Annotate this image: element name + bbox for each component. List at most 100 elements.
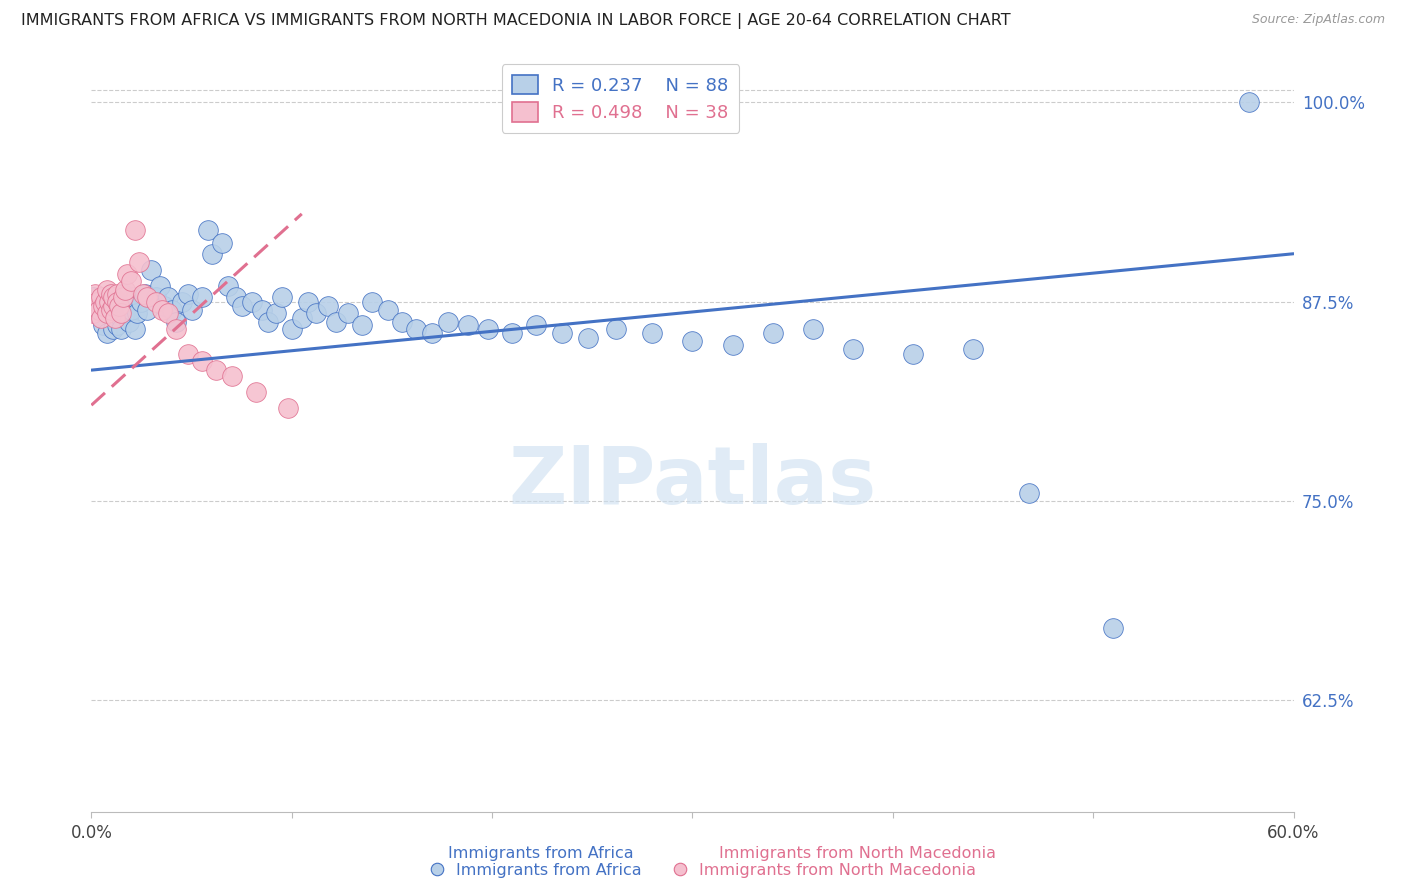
Point bbox=[277, 401, 299, 416]
Point bbox=[377, 302, 399, 317]
Point bbox=[94, 294, 117, 309]
Point bbox=[98, 294, 121, 309]
Point bbox=[114, 284, 136, 298]
Text: IMMIGRANTS FROM AFRICA VS IMMIGRANTS FROM NORTH MACEDONIA IN LABOR FORCE | AGE 2: IMMIGRANTS FROM AFRICA VS IMMIGRANTS FRO… bbox=[21, 13, 1011, 29]
Point bbox=[103, 290, 125, 304]
Point bbox=[141, 262, 163, 277]
Point bbox=[104, 310, 127, 325]
Point bbox=[245, 385, 267, 400]
Point bbox=[148, 278, 170, 293]
Point bbox=[107, 294, 129, 309]
Point bbox=[124, 321, 146, 335]
Text: Immigrants from Africa: Immigrants from Africa bbox=[449, 846, 634, 861]
Point bbox=[762, 326, 785, 341]
Point bbox=[231, 299, 253, 313]
Point bbox=[145, 290, 167, 304]
Point bbox=[90, 290, 112, 304]
Point bbox=[121, 302, 143, 317]
Point bbox=[107, 302, 129, 317]
Point bbox=[108, 299, 131, 313]
Point bbox=[297, 294, 319, 309]
Point bbox=[336, 306, 359, 320]
Point bbox=[96, 284, 118, 298]
Point bbox=[681, 334, 703, 349]
Point bbox=[94, 290, 117, 304]
Point bbox=[98, 294, 121, 309]
Point bbox=[240, 294, 263, 309]
Point bbox=[165, 321, 187, 335]
Point bbox=[96, 306, 118, 320]
Point bbox=[84, 286, 107, 301]
Point bbox=[84, 302, 107, 317]
Point bbox=[136, 302, 159, 317]
Point bbox=[501, 326, 523, 341]
Point bbox=[176, 347, 198, 361]
Point bbox=[134, 286, 156, 301]
Legend: Immigrants from Africa, Immigrants from North Macedonia: Immigrants from Africa, Immigrants from … bbox=[423, 856, 983, 884]
Point bbox=[305, 306, 328, 320]
Text: Immigrants from North Macedonia: Immigrants from North Macedonia bbox=[718, 846, 997, 861]
Point bbox=[160, 302, 183, 317]
Point bbox=[391, 315, 413, 329]
Point bbox=[190, 290, 212, 304]
Point bbox=[360, 294, 382, 309]
Point bbox=[94, 302, 117, 317]
Point bbox=[104, 310, 127, 325]
Point bbox=[132, 286, 155, 301]
Point bbox=[437, 315, 460, 329]
Point bbox=[170, 294, 193, 309]
Point bbox=[145, 294, 167, 309]
Point bbox=[1018, 486, 1040, 500]
Point bbox=[801, 321, 824, 335]
Point bbox=[107, 318, 129, 333]
Point bbox=[477, 321, 499, 335]
Point bbox=[211, 235, 233, 250]
Point bbox=[551, 326, 574, 341]
Point bbox=[901, 347, 924, 361]
Point bbox=[250, 302, 273, 317]
Point bbox=[100, 286, 122, 301]
Point bbox=[110, 310, 132, 325]
Point bbox=[82, 290, 104, 304]
Point bbox=[136, 290, 159, 304]
Point bbox=[420, 326, 443, 341]
Point bbox=[86, 294, 108, 309]
Point bbox=[93, 299, 115, 313]
Point bbox=[225, 290, 247, 304]
Point bbox=[325, 315, 347, 329]
Point bbox=[152, 299, 174, 313]
Point bbox=[104, 293, 127, 307]
Point bbox=[114, 306, 136, 320]
Point bbox=[112, 286, 135, 301]
Point bbox=[201, 246, 224, 260]
Point bbox=[131, 294, 153, 309]
Point bbox=[197, 223, 219, 237]
Point bbox=[127, 306, 149, 320]
Point bbox=[281, 321, 304, 335]
Point bbox=[576, 331, 599, 345]
Point bbox=[176, 286, 198, 301]
Point bbox=[204, 363, 226, 377]
Point bbox=[89, 302, 111, 317]
Point bbox=[457, 318, 479, 333]
Point bbox=[721, 337, 744, 351]
Point bbox=[1102, 621, 1125, 635]
Point bbox=[524, 318, 547, 333]
Point bbox=[264, 306, 287, 320]
Point bbox=[190, 353, 212, 368]
Point bbox=[316, 299, 339, 313]
Point bbox=[180, 302, 202, 317]
Point bbox=[350, 318, 373, 333]
Point bbox=[217, 278, 239, 293]
Point bbox=[112, 290, 135, 304]
Point bbox=[641, 326, 664, 341]
Point bbox=[103, 299, 125, 313]
Point bbox=[90, 310, 112, 325]
Point bbox=[841, 343, 863, 357]
Point bbox=[96, 326, 118, 341]
Point bbox=[291, 310, 314, 325]
Point bbox=[156, 306, 179, 320]
Point bbox=[118, 315, 141, 329]
Point bbox=[156, 290, 179, 304]
Point bbox=[117, 268, 139, 282]
